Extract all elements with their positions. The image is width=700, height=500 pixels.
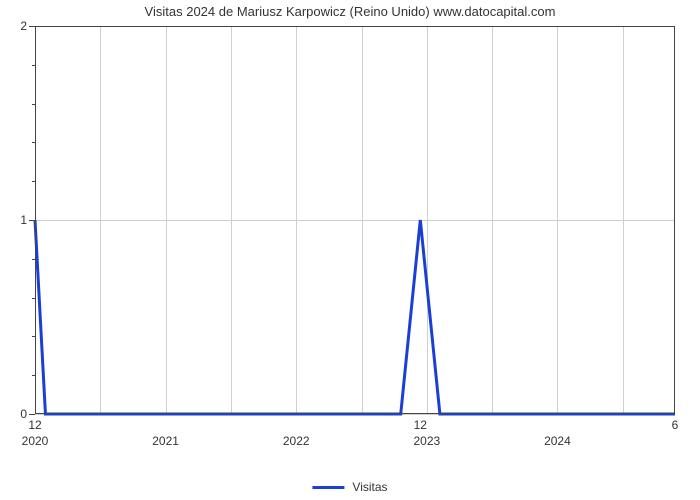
y-minor-tick	[32, 259, 35, 260]
legend-label: Visitas	[352, 480, 387, 494]
y-minor-tick	[32, 65, 35, 66]
y-minor-tick	[32, 375, 35, 376]
x-tick-label: 2022	[283, 434, 310, 448]
legend-swatch	[312, 486, 344, 489]
y-tick-mark	[29, 220, 35, 221]
y-minor-tick	[32, 104, 35, 105]
y-tick-label: 2	[20, 19, 27, 33]
y-minor-tick	[32, 181, 35, 182]
chart-title: Visitas 2024 de Mariusz Karpowicz (Reino…	[145, 4, 556, 19]
legend: Visitas	[312, 480, 387, 494]
y-tick-label: 1	[20, 213, 27, 227]
y-tick-label: 0	[20, 407, 27, 421]
data-point-label: 12	[28, 418, 41, 432]
y-minor-tick	[32, 142, 35, 143]
y-minor-tick	[32, 298, 35, 299]
x-tick-label: 2023	[413, 434, 440, 448]
plot-border	[35, 26, 675, 414]
data-point-label: 6	[672, 418, 679, 432]
y-tick-mark	[29, 414, 35, 415]
plot-area	[35, 26, 675, 414]
x-tick-label: 2021	[152, 434, 179, 448]
x-tick-label: 2020	[22, 434, 49, 448]
data-point-label: 12	[414, 418, 427, 432]
y-minor-tick	[32, 336, 35, 337]
y-tick-mark	[29, 26, 35, 27]
x-tick-label: 2024	[544, 434, 571, 448]
